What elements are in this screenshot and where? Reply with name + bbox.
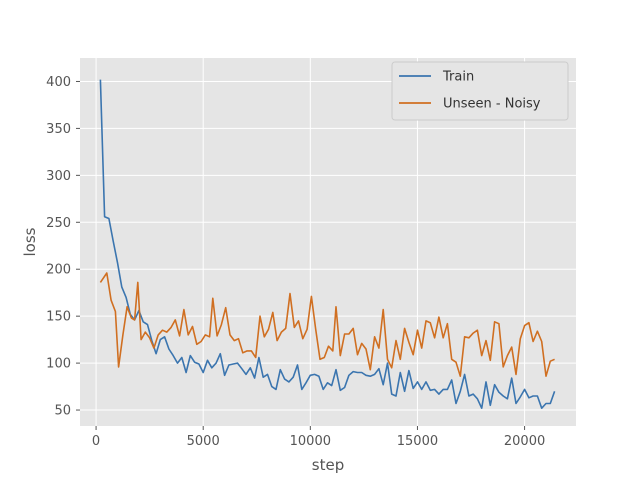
y-tick-label: 150 bbox=[46, 310, 71, 325]
legend-box bbox=[391, 61, 569, 121]
y-tick-label: 50 bbox=[54, 404, 71, 419]
grid bbox=[80, 58, 576, 426]
x-tick-label: 10000 bbox=[290, 434, 331, 449]
x-tick-label: 15000 bbox=[397, 434, 438, 449]
x-tick-label: 20000 bbox=[504, 434, 545, 449]
y-tick-label: 100 bbox=[46, 357, 71, 372]
y-tick-label: 250 bbox=[46, 216, 71, 231]
legend-label-train: Train bbox=[442, 70, 474, 85]
series-line-train bbox=[99, 79, 556, 409]
series-line-unseen-noisy bbox=[99, 272, 555, 377]
series-layer bbox=[99, 79, 556, 409]
x-tick-label: 0 bbox=[92, 434, 100, 449]
x-axis-label: step bbox=[312, 456, 344, 474]
y-axis-label: loss bbox=[21, 227, 39, 256]
x-tick-label: 5000 bbox=[187, 434, 220, 449]
y-tick-label: 350 bbox=[46, 122, 71, 137]
ticks: 0 5000 10000 15000 20000 50 100 150 200 250 300 350… bbox=[46, 75, 545, 449]
y-tick-label: 300 bbox=[46, 169, 71, 184]
y-tick-label: 200 bbox=[46, 263, 71, 278]
legend-label-unseen-noisy: Unseen - Noisy bbox=[443, 97, 541, 112]
y-tick-label: 400 bbox=[46, 75, 71, 90]
legend: Train Unseen - Noisy bbox=[391, 61, 569, 121]
